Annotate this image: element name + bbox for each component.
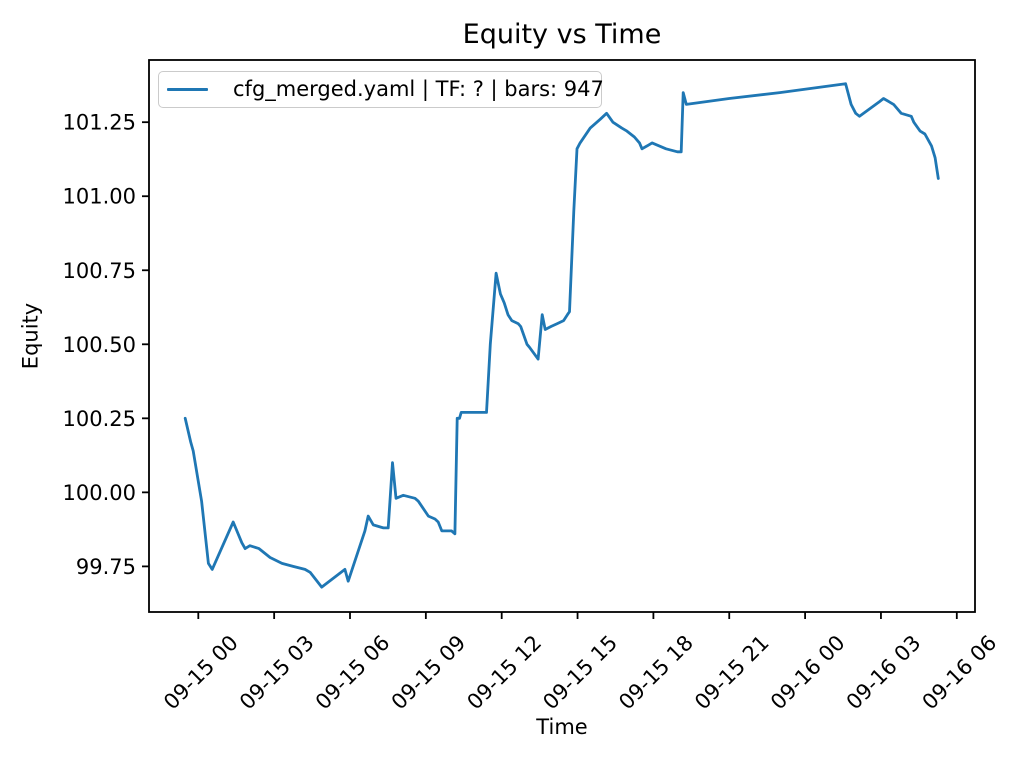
y-tick-label: 99.75 [76, 555, 136, 579]
y-tick-label: 101.00 [63, 185, 136, 209]
x-tick-label: 09-16 03 [842, 631, 926, 715]
x-tick-label: 09-15 21 [690, 631, 774, 715]
axes-frame [148, 59, 976, 613]
x-tick-label: 09-15 06 [311, 631, 395, 715]
x-tick-label: 09-15 15 [538, 631, 622, 715]
y-axis-label: Equity [18, 302, 43, 370]
legend-line-swatch [167, 88, 208, 91]
x-tick-label: 09-15 00 [159, 631, 243, 715]
equity-line-series [183, 82, 940, 589]
x-tick-label: 09-15 03 [235, 631, 319, 715]
y-tick-label: 100.75 [63, 259, 136, 283]
x-tick-label: 09-16 06 [918, 631, 1002, 715]
y-tick-label: 101.25 [63, 111, 136, 135]
chart-title: Equity vs Time [462, 19, 662, 50]
x-tick-marks [197, 612, 958, 619]
x-tick-label: 09-15 09 [387, 631, 471, 715]
y-tick-labels: 99.75 100.00 100.25 100.50 100.75 101.00 101.2… [63, 111, 136, 579]
y-tick-label: 100.50 [63, 333, 136, 357]
y-tick-label: 100.25 [63, 407, 136, 431]
y-tick-label: 100.00 [63, 481, 136, 505]
legend-box: cfg_merged.yaml | TF: ? | bars: 947 [158, 71, 604, 108]
x-tick-label: 09-15 12 [462, 631, 546, 715]
x-tick-label: 09-15 18 [614, 631, 698, 715]
legend-entry-label: cfg_merged.yaml | TF: ? | bars: 947 [233, 77, 604, 101]
x-axis-label: Time [536, 715, 588, 739]
x-tick-label: 09-16 00 [766, 631, 850, 715]
y-tick-marks [142, 121, 149, 568]
